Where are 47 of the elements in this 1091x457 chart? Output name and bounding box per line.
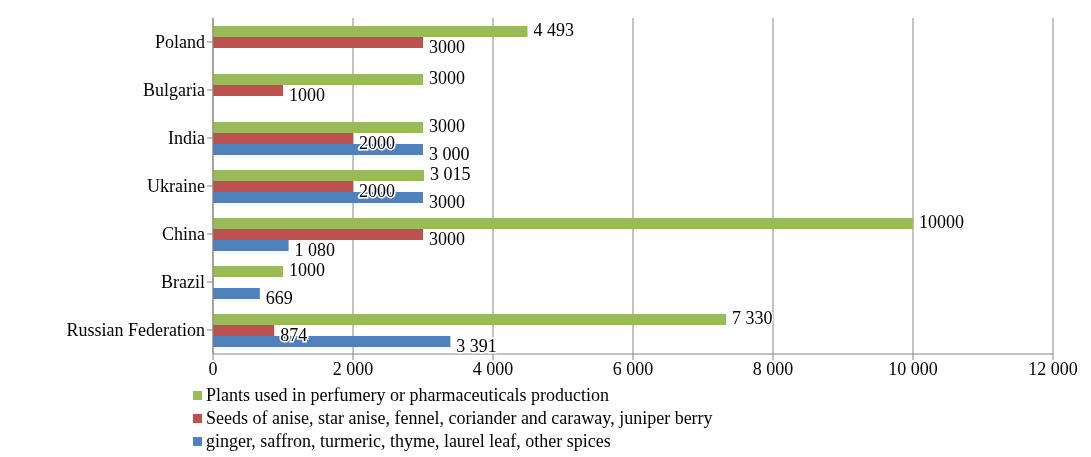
legend-label: Plants used in perfumery or pharmaceuticals production: [206, 385, 609, 406]
data-label: 3000: [429, 191, 465, 212]
y-tick-label: India: [168, 128, 206, 149]
bar: [213, 266, 283, 277]
data-label: 3000: [429, 228, 465, 249]
x-tick-label: 8 000: [752, 358, 794, 379]
x-tick-label: 10 000: [888, 358, 938, 379]
bar: [213, 240, 289, 251]
data-label: 1000: [289, 84, 325, 105]
x-tick-label: 12 000: [1028, 358, 1078, 379]
data-label: 3000: [429, 67, 465, 88]
bar: [213, 288, 260, 299]
bar: [213, 74, 423, 85]
y-tick-label: Ukraine: [147, 176, 205, 197]
data-label: 4 493: [533, 19, 575, 40]
y-tick-label: China: [162, 224, 206, 245]
x-tick-label: 6 000: [612, 358, 654, 379]
data-label: 3 391: [456, 335, 497, 356]
y-tick-label: Poland: [154, 32, 205, 53]
y-tick-label: Brazil: [161, 272, 205, 293]
x-tick-label: 2 000: [332, 358, 374, 379]
y-tick-label: Bulgaria: [143, 80, 206, 101]
legend-label: Seeds of anise, star anise, fennel, coriander and caraway, juniper berry: [206, 408, 713, 429]
bar: [213, 37, 423, 48]
data-label: 3000: [429, 36, 465, 57]
bar: [213, 85, 283, 96]
bar: [213, 181, 353, 192]
legend-label: ginger, saffron, turmeric, thyme, laurel leaf, other spices: [206, 431, 611, 452]
bar: [213, 229, 423, 240]
bar: [213, 170, 425, 181]
data-label: 3 015: [430, 163, 471, 184]
bar: [213, 325, 275, 336]
bar: [213, 133, 353, 144]
bar: [213, 122, 423, 133]
data-label: 1 080: [294, 239, 336, 260]
x-tick-label: 0: [208, 358, 218, 379]
data-label: 1000: [289, 259, 325, 280]
bar: [213, 26, 528, 37]
bar: [213, 218, 913, 229]
data-label: 3000: [429, 115, 465, 136]
data-label: 10000: [919, 211, 964, 232]
data-label: 3 000: [429, 143, 470, 164]
y-tick-label: Russian Federation: [66, 320, 205, 341]
bar: [213, 314, 727, 325]
x-tick-label: 4 000: [472, 358, 514, 379]
data-label: 7 330: [732, 307, 773, 328]
data-label: 669: [265, 287, 293, 308]
